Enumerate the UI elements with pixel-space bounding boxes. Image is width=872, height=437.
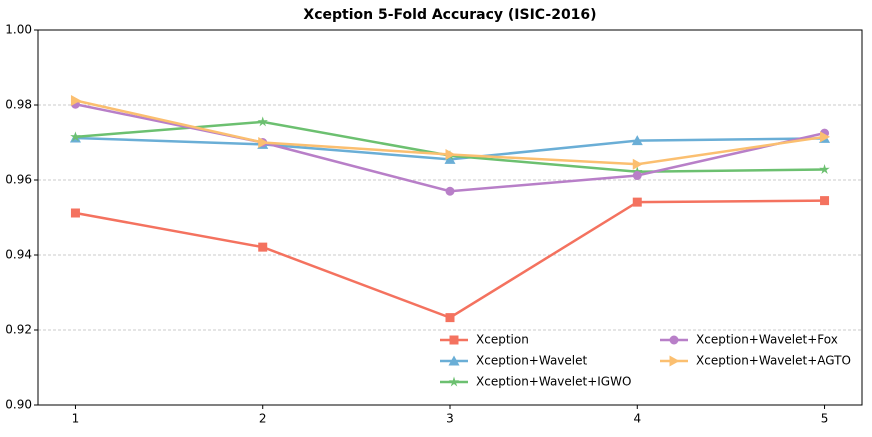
legend-label: Xception+Wavelet+Fox: [696, 333, 838, 347]
marker: [445, 149, 456, 160]
marker: [70, 95, 81, 106]
marker: [632, 171, 642, 180]
marker: [669, 355, 680, 367]
marker: [669, 335, 679, 345]
chart-title: Xception 5-Fold Accuracy (ISIC-2016): [303, 7, 596, 23]
marker: [632, 197, 642, 207]
x-tick-label: 1: [72, 412, 80, 426]
x-tick-label: 5: [821, 412, 829, 426]
marker: [820, 131, 831, 143]
legend-label: Xception+Wavelet+AGTO: [696, 354, 851, 368]
legend-label: Xception+Wavelet: [476, 354, 588, 368]
marker: [70, 208, 80, 218]
plot-frame: [37, 29, 863, 406]
marker: [449, 335, 459, 345]
line: [75, 103, 825, 193]
marker: [257, 116, 268, 127]
y-tick-label: 0.94: [5, 248, 32, 262]
x-tick-label: 3: [446, 412, 454, 426]
marker: [70, 131, 81, 142]
x-tick-label: 2: [259, 412, 267, 426]
marker: [444, 153, 456, 164]
marker: [258, 242, 268, 252]
legend-label: Xception+Wavelet+IGWO: [476, 375, 631, 389]
x-tick-label: 4: [633, 412, 641, 426]
marker: [631, 135, 643, 146]
marker: [820, 196, 830, 206]
line: [75, 120, 825, 174]
marker: [632, 158, 643, 170]
marker: [258, 137, 269, 148]
y-tick-label: 0.96: [5, 173, 32, 187]
marker: [448, 376, 460, 387]
marker: [445, 186, 455, 196]
y-tick-label: 1.00: [5, 23, 32, 37]
y-tick-label: 0.98: [5, 98, 32, 112]
marker: [445, 313, 455, 323]
marker: [819, 164, 830, 174]
legend-label: Xception: [476, 333, 529, 347]
y-tick-label: 0.90: [5, 398, 32, 412]
y-tick-label: 0.92: [5, 323, 32, 337]
line: [75, 199, 825, 320]
marker: [448, 355, 460, 366]
